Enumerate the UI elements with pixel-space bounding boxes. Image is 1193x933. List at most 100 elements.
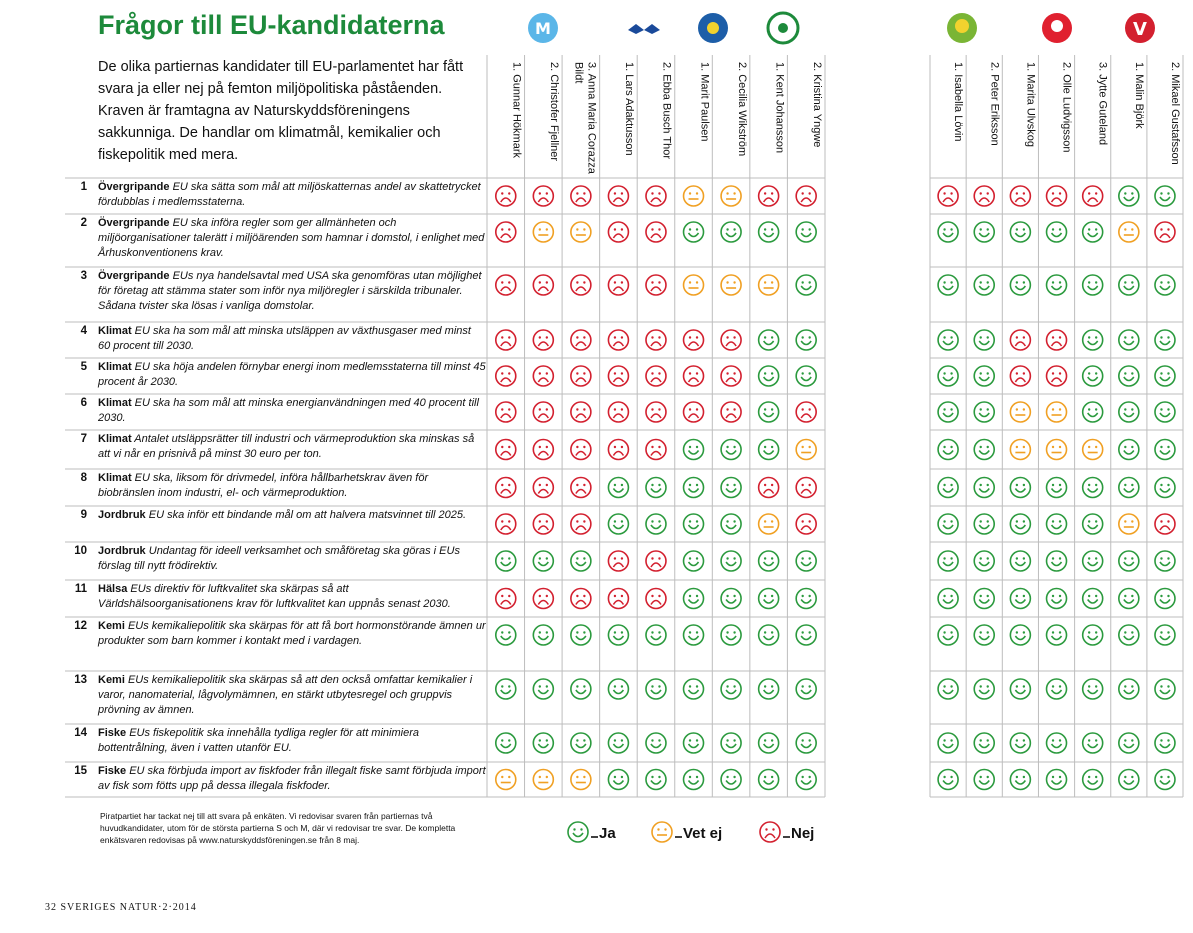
face-eye (613, 445, 617, 449)
face-outline (570, 550, 592, 572)
face-outline (570, 513, 592, 535)
face-eye (986, 228, 989, 231)
face-outline (973, 732, 996, 754)
answer-face (645, 587, 667, 610)
answer-face (795, 678, 817, 700)
face-mouth (650, 635, 662, 641)
face-eye (576, 192, 579, 195)
face-eye (763, 557, 767, 560)
face-mouth (1050, 285, 1063, 291)
face-eye (1124, 739, 1127, 742)
answer-face (1009, 587, 1032, 610)
face-outline (494, 732, 517, 754)
face-mouth (1014, 524, 1027, 530)
face-eye (1051, 775, 1055, 779)
face-eye (501, 281, 504, 284)
face-eye (979, 775, 982, 779)
answer-face (1009, 550, 1032, 572)
face-mouth (537, 488, 550, 494)
answer-face (607, 678, 630, 700)
face-eye (808, 228, 811, 231)
answer-face (973, 513, 996, 535)
face-mouth (725, 561, 737, 567)
face-eye (688, 336, 692, 339)
face-outline (795, 329, 817, 351)
face-eye (770, 594, 774, 598)
face-mouth (1123, 743, 1135, 749)
answer-face (1154, 401, 1176, 423)
answer-face (795, 587, 817, 610)
answer-face (1045, 401, 1068, 423)
question-text: Fiske EUs fiskepolitik ska innehålla tyd… (98, 726, 486, 756)
face-eye (943, 483, 946, 487)
candidate-name: 2. Kristina Yngwe (810, 62, 823, 148)
face-eye (1094, 739, 1098, 742)
face-mouth (650, 450, 662, 456)
face-eye (733, 192, 736, 195)
face-eye (979, 281, 982, 284)
face-outline (682, 401, 705, 423)
question-statement: EUs fiskepolitik ska innehålla tydliga r… (98, 727, 419, 754)
face-mouth (1014, 635, 1027, 641)
answer-face (532, 587, 555, 610)
face-eye (979, 408, 982, 411)
face-eye (501, 408, 504, 411)
face-outline (937, 768, 959, 791)
question-statement: Antalet utsläppsrätter till industri och… (98, 433, 475, 460)
answer-face (720, 587, 742, 610)
face-eye (763, 228, 767, 231)
answer-face (1154, 329, 1176, 351)
face-eye (613, 483, 617, 487)
face-mouth (800, 232, 812, 238)
answer-face (645, 438, 667, 461)
face-mouth (800, 743, 812, 749)
face-mouth (725, 450, 737, 455)
answer-face (1118, 550, 1140, 572)
face-eye (772, 828, 775, 831)
face-mouth (612, 524, 625, 530)
face-mouth (1087, 340, 1099, 346)
face-eye (501, 520, 504, 523)
face-outline (1081, 768, 1104, 791)
face-eye (801, 483, 804, 487)
face-eye (1051, 408, 1055, 411)
face-mouth (762, 780, 775, 785)
face-eye (733, 739, 736, 742)
face-eye (545, 557, 549, 560)
face-eye (620, 557, 624, 560)
face-mouth (978, 524, 990, 530)
face-eye (583, 408, 586, 411)
face-outline (795, 587, 817, 610)
answer-face (682, 329, 705, 351)
face-eye (770, 557, 774, 560)
face-outline (795, 732, 817, 754)
answer-face (1045, 678, 1068, 700)
face-outline (645, 678, 667, 700)
face-mouth (687, 689, 700, 695)
face-eye (979, 192, 982, 195)
face-eye (620, 192, 624, 195)
face-eye (808, 775, 811, 779)
face-eye (726, 631, 729, 634)
question-statement: EUs kemikaliepolitik ska skärpas så att … (98, 674, 473, 716)
face-eye (1022, 408, 1026, 411)
face-mouth (1087, 689, 1099, 695)
face-eye (1087, 775, 1091, 779)
answer-face (645, 678, 667, 700)
face-mouth (650, 488, 662, 493)
face-eye (1124, 445, 1127, 449)
face-outline (720, 274, 742, 296)
answer-face (1081, 476, 1104, 499)
face-eye (508, 739, 511, 742)
intro: De olika partiernas kandidater till EU-p… (98, 59, 464, 163)
question-category: Klimat (98, 397, 132, 409)
face-eye (726, 281, 729, 284)
question-statement: EUs nya handelsavtal med USA ska genomfö… (98, 270, 482, 312)
answer-face (570, 221, 592, 243)
face-eye (545, 445, 549, 449)
answer-face (757, 624, 780, 646)
face-mouth (1050, 524, 1063, 530)
face-mouth (1050, 488, 1063, 493)
face-eye (733, 483, 736, 487)
face-eye (576, 483, 579, 487)
